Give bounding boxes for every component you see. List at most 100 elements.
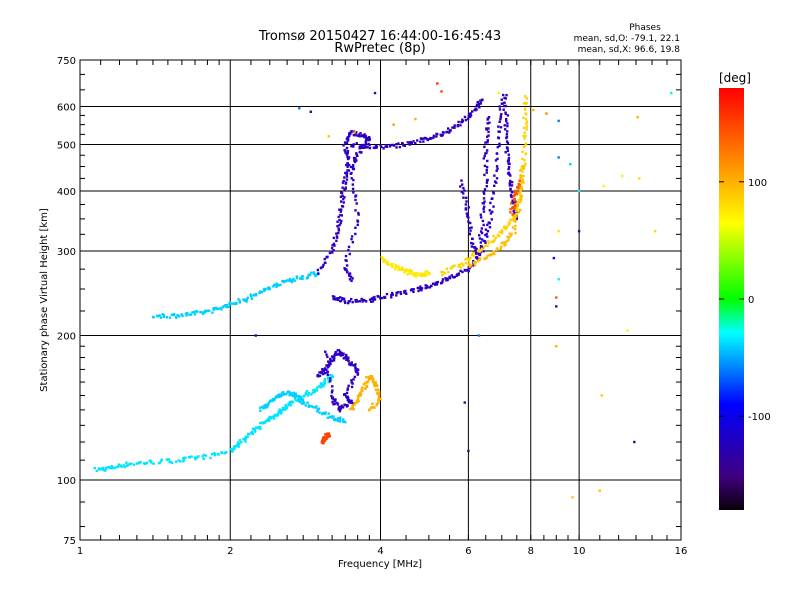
data-point — [377, 401, 380, 405]
data-point — [457, 120, 460, 124]
data-point — [407, 270, 410, 273]
data-point — [385, 292, 389, 296]
data-point — [356, 220, 360, 223]
data-point — [204, 454, 208, 457]
data-point — [486, 122, 489, 125]
data-point — [346, 398, 349, 402]
data-point — [429, 136, 432, 140]
data-point — [332, 359, 336, 362]
data-point — [273, 283, 277, 286]
data-point — [225, 304, 229, 307]
data-point — [390, 296, 393, 299]
data-point — [517, 191, 521, 195]
data-point — [344, 186, 347, 189]
data-point — [475, 108, 478, 111]
data-point — [342, 201, 345, 204]
data-point — [357, 397, 360, 400]
data-point — [467, 259, 470, 263]
data-point — [479, 216, 483, 219]
y-tick-label: 400 — [57, 187, 76, 198]
data-point — [506, 149, 510, 153]
data-point — [477, 234, 481, 237]
data-point — [510, 184, 514, 187]
data-point — [519, 174, 522, 177]
data-point — [507, 167, 510, 171]
data-point — [216, 452, 219, 456]
data-point — [467, 114, 471, 118]
data-point — [510, 218, 513, 222]
data-point — [374, 381, 377, 384]
data-point — [341, 194, 344, 198]
data-point — [238, 299, 241, 303]
data-point — [205, 309, 208, 313]
data-point — [555, 305, 558, 308]
data-point — [352, 364, 355, 367]
data-point — [269, 399, 272, 402]
data-point — [353, 131, 356, 134]
data-point — [338, 218, 341, 222]
data-point — [235, 444, 238, 447]
data-point — [522, 181, 525, 184]
data-point — [505, 135, 509, 139]
data-point — [347, 273, 351, 277]
data-point — [392, 144, 396, 147]
data-point — [492, 205, 495, 208]
data-point — [422, 140, 425, 143]
data-point — [482, 190, 485, 194]
data-point — [308, 273, 312, 277]
data-point — [350, 145, 353, 148]
data-point — [426, 286, 429, 289]
data-point — [518, 200, 522, 204]
data-point — [391, 265, 394, 268]
data-point — [328, 380, 332, 383]
data-point — [354, 195, 357, 198]
data-point — [335, 236, 339, 239]
data-point — [243, 299, 247, 302]
data-point — [465, 196, 468, 200]
data-point — [343, 403, 346, 406]
data-point — [479, 101, 482, 105]
data-point — [259, 406, 262, 409]
data-point — [361, 298, 364, 301]
data-point — [280, 392, 284, 395]
data-point — [135, 462, 139, 465]
data-point — [450, 274, 453, 277]
data-point — [440, 281, 444, 284]
data-point — [482, 207, 485, 211]
data-point — [366, 146, 369, 149]
data-point — [368, 377, 371, 381]
data-point — [331, 389, 334, 392]
data-point — [351, 240, 355, 244]
data-point — [330, 391, 334, 394]
data-point — [314, 273, 318, 277]
data-point — [493, 238, 496, 242]
data-point — [228, 302, 231, 306]
data-point — [356, 399, 359, 403]
colorbar-label: [deg] — [719, 71, 751, 85]
data-point — [301, 275, 304, 278]
data-point — [340, 219, 343, 223]
data-point — [509, 207, 512, 211]
data-point — [505, 140, 509, 143]
data-point — [321, 372, 325, 376]
data-point — [345, 264, 349, 267]
data-point — [484, 228, 488, 231]
data-point — [352, 378, 355, 381]
data-point — [177, 459, 180, 462]
data-point — [292, 391, 295, 395]
data-point — [358, 150, 362, 154]
data-point — [487, 241, 491, 245]
data-point — [428, 286, 432, 289]
data-point — [523, 137, 526, 140]
data-point — [123, 465, 126, 469]
data-point — [406, 273, 409, 276]
data-point — [95, 469, 99, 473]
data-point — [237, 445, 240, 448]
data-point — [444, 277, 447, 280]
data-point — [216, 307, 219, 311]
data-point — [412, 140, 415, 143]
data-point — [344, 254, 348, 258]
data-point — [381, 257, 384, 260]
data-point — [379, 297, 382, 300]
data-point — [432, 136, 435, 139]
